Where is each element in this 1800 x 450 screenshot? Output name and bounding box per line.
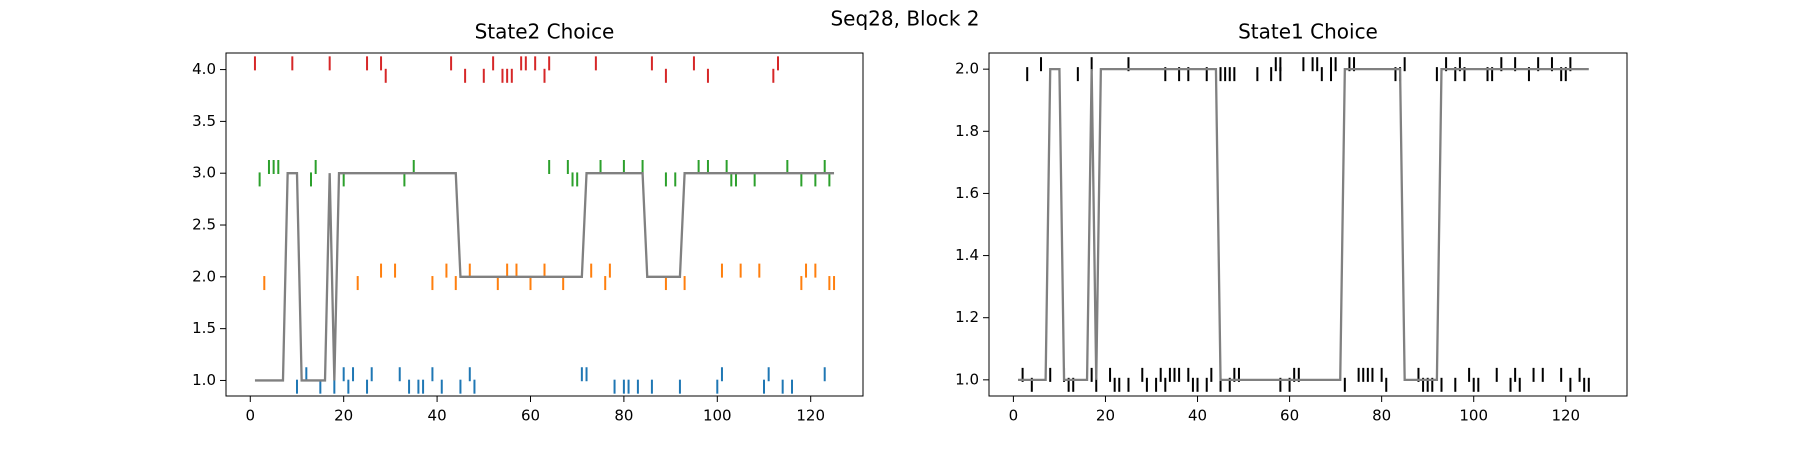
axes-frame — [988, 52, 1628, 397]
x-tick-label: 0 — [246, 407, 256, 425]
figure-title: Seq28, Block 2 — [830, 7, 979, 31]
x-tick-label: 100 — [703, 407, 732, 425]
y-tick-label: 1.2 — [955, 308, 979, 326]
y-tick-label: 4.0 — [192, 60, 216, 78]
x-tick-label: 120 — [796, 407, 825, 425]
x-tick-label: 120 — [1551, 407, 1580, 425]
y-tick-label: 2.0 — [955, 60, 979, 78]
y-tick-label: 1.0 — [192, 371, 216, 389]
y-tick-label: 3.5 — [192, 112, 216, 130]
x-tick-label: 20 — [1096, 407, 1115, 425]
x-tick-label: 100 — [1459, 407, 1488, 425]
x-tick-label: 80 — [614, 407, 633, 425]
x-tick-label: 40 — [1188, 407, 1207, 425]
y-tick-label: 1.0 — [955, 370, 979, 388]
x-tick-label: 20 — [334, 407, 353, 425]
x-tick-label: 60 — [521, 407, 540, 425]
y-tick-label: 3.0 — [192, 164, 216, 182]
y-tick-label: 1.5 — [192, 319, 216, 337]
y-tick-label: 2.0 — [192, 267, 216, 285]
x-tick-label: 60 — [1280, 407, 1299, 425]
y-tick-label: 1.4 — [955, 246, 979, 264]
x-tick-label: 80 — [1372, 407, 1391, 425]
x-tick-label: 40 — [428, 407, 447, 425]
y-tick-label: 2.5 — [192, 216, 216, 234]
chart-title: State1 Choice — [1238, 20, 1378, 44]
axes-frame — [225, 52, 864, 397]
x-tick-label: 0 — [1009, 407, 1019, 425]
y-tick-label: 1.6 — [955, 184, 979, 202]
chart-title: State2 Choice — [475, 20, 615, 44]
choice-line — [254, 172, 835, 382]
y-tick-label: 1.8 — [955, 122, 979, 140]
choice-line — [1018, 68, 1589, 381]
